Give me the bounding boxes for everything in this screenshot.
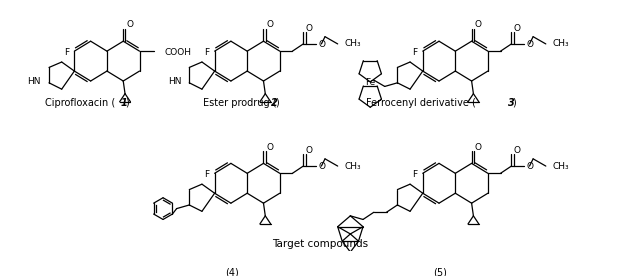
Text: O: O (305, 24, 312, 33)
Text: 1: 1 (120, 98, 127, 108)
Text: 2: 2 (271, 98, 277, 108)
Text: O: O (266, 20, 273, 30)
Text: CH₃: CH₃ (552, 39, 569, 48)
Text: Ester prodrug (: Ester prodrug ( (203, 98, 277, 108)
Text: COOH: COOH (165, 47, 192, 57)
Text: O: O (513, 146, 520, 155)
Text: CH₃: CH₃ (344, 39, 361, 48)
Text: Fe: Fe (365, 78, 375, 87)
Text: O: O (305, 146, 312, 155)
Text: O: O (527, 163, 534, 171)
Text: HN: HN (27, 76, 41, 86)
Text: ): ) (513, 98, 516, 108)
Text: O: O (474, 143, 481, 152)
Text: F: F (64, 47, 69, 57)
Text: 3: 3 (508, 98, 515, 108)
Text: O: O (319, 40, 326, 49)
Text: (5): (5) (433, 268, 447, 276)
Text: O: O (319, 163, 326, 171)
Text: O: O (513, 24, 520, 33)
Text: ): ) (275, 98, 279, 108)
Text: F: F (412, 47, 417, 57)
Text: Ciprofloxacin (: Ciprofloxacin ( (45, 98, 114, 108)
Text: O: O (266, 143, 273, 152)
Text: Target compounds: Target compounds (272, 239, 368, 249)
Text: ): ) (125, 98, 128, 108)
Text: O: O (126, 20, 133, 30)
Text: CH₃: CH₃ (552, 161, 569, 171)
Text: O: O (474, 20, 481, 30)
Text: O: O (527, 40, 534, 49)
Text: HN: HN (168, 76, 181, 86)
Text: Ferrocenyl derivative (: Ferrocenyl derivative ( (366, 98, 476, 108)
Text: F: F (204, 47, 209, 57)
Text: F: F (412, 170, 417, 179)
Text: CH₃: CH₃ (344, 161, 361, 171)
Text: F: F (204, 170, 209, 179)
Text: (4): (4) (225, 268, 238, 276)
